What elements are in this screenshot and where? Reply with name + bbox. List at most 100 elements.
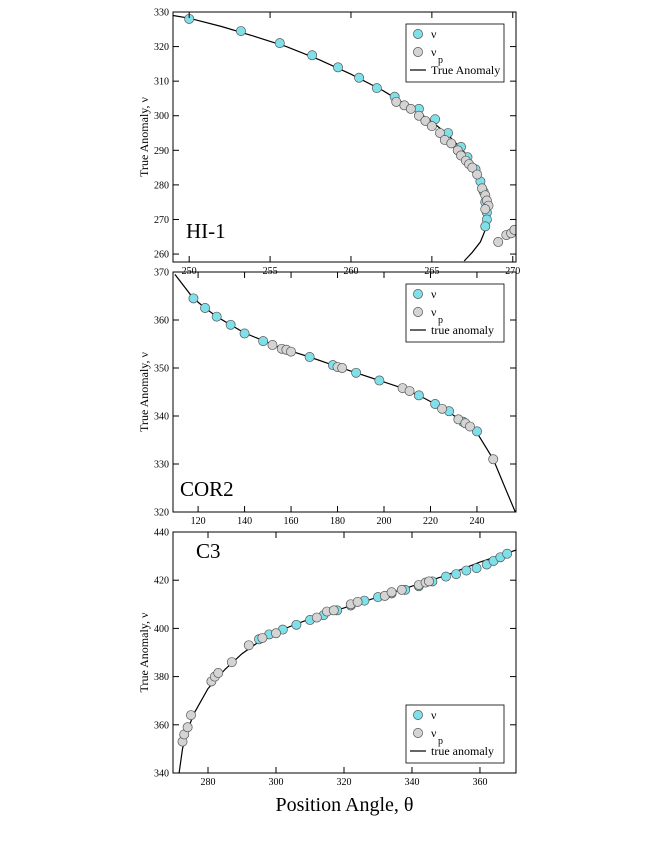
y-tick-label: 290 xyxy=(154,146,169,157)
point xyxy=(374,375,385,386)
point xyxy=(437,403,448,414)
plot-area xyxy=(177,548,516,773)
x-tick-label: 360 xyxy=(472,777,487,788)
point xyxy=(461,565,472,576)
point xyxy=(354,72,365,83)
point xyxy=(211,311,222,322)
legend-subscript: p xyxy=(438,736,443,747)
point xyxy=(311,612,322,623)
y-axis-label: True Anomaly, ν xyxy=(137,612,151,692)
point xyxy=(435,128,445,138)
y-tick-label: 330 xyxy=(154,8,169,19)
legend-label: true anomaly xyxy=(431,323,494,337)
point xyxy=(451,569,462,580)
point xyxy=(472,426,482,437)
point xyxy=(396,584,407,595)
panel-label: COR2 xyxy=(180,477,234,501)
legend-label: True Anomaly xyxy=(431,63,500,77)
x-tick-label: 180 xyxy=(330,516,345,527)
x-tick-label: 340 xyxy=(404,777,419,788)
point xyxy=(426,121,437,132)
point xyxy=(471,563,482,574)
point xyxy=(182,722,193,733)
x-tick-label: 200 xyxy=(377,516,392,527)
y-tick-label: 400 xyxy=(154,624,169,635)
legend-marker xyxy=(413,728,423,738)
point xyxy=(304,352,315,362)
point xyxy=(200,303,211,313)
point xyxy=(236,26,246,36)
point xyxy=(307,50,318,61)
y-tick-label: 340 xyxy=(154,412,169,423)
point xyxy=(413,390,424,401)
legend-label: ν xyxy=(431,27,437,41)
legend-marker xyxy=(413,289,423,299)
point xyxy=(243,640,254,651)
y-tick-label: 280 xyxy=(154,180,169,191)
x-tick-label: 240 xyxy=(469,516,484,527)
y-tick-label: 360 xyxy=(154,316,169,327)
legend-label: ν xyxy=(431,45,437,59)
legend-marker xyxy=(413,47,423,57)
y-tick-label: 260 xyxy=(154,250,169,261)
y-tick-label: 340 xyxy=(154,769,169,780)
y-tick-label: 380 xyxy=(154,672,169,683)
y-tick-label: 350 xyxy=(154,364,169,375)
point xyxy=(351,367,362,378)
point xyxy=(404,386,415,396)
point xyxy=(509,224,516,235)
point xyxy=(213,668,224,678)
point xyxy=(465,421,475,432)
legend-label: ν xyxy=(431,708,437,722)
point xyxy=(413,110,424,121)
point xyxy=(186,710,196,721)
point xyxy=(257,633,268,643)
legend-marker xyxy=(413,710,423,720)
point xyxy=(291,619,302,630)
point xyxy=(286,346,297,357)
point xyxy=(386,587,397,598)
point xyxy=(274,38,285,49)
point xyxy=(239,328,250,339)
point xyxy=(480,204,491,215)
point xyxy=(333,62,343,73)
y-tick-label: 270 xyxy=(154,215,169,226)
x-tick-label: 140 xyxy=(237,516,252,527)
point xyxy=(258,336,269,347)
plot-area xyxy=(173,13,516,262)
y-tick-label: 330 xyxy=(154,460,169,471)
point xyxy=(493,236,504,247)
plot-frame xyxy=(172,531,517,774)
point xyxy=(328,605,339,616)
point xyxy=(352,596,363,607)
panel-label: HI-1 xyxy=(186,219,226,243)
plot-frame xyxy=(172,11,517,263)
point xyxy=(446,138,457,149)
legend-label: ν xyxy=(431,726,437,740)
point xyxy=(405,103,416,114)
point xyxy=(371,83,382,94)
legend-label: ν xyxy=(431,305,437,319)
legend-subscript: p xyxy=(438,315,443,326)
y-tick-label: 320 xyxy=(154,42,169,53)
point xyxy=(424,576,434,587)
point xyxy=(488,454,499,465)
y-tick-label: 360 xyxy=(154,720,169,731)
point xyxy=(502,548,513,559)
point xyxy=(430,399,441,409)
legend-label: true anomaly xyxy=(431,744,494,758)
point xyxy=(420,115,431,126)
y-tick-label: 440 xyxy=(154,528,169,539)
point xyxy=(267,340,278,350)
y-tick-label: 320 xyxy=(154,508,169,519)
y-axis-label: True Anomaly, ν xyxy=(137,96,151,176)
point xyxy=(467,162,478,173)
x-tick-label: 320 xyxy=(336,777,351,788)
x-tick-label: 280 xyxy=(201,777,216,788)
legend-marker xyxy=(413,29,423,39)
legend-label: ν xyxy=(431,287,437,301)
y-tick-label: 370 xyxy=(154,268,169,279)
legend-subscript: p xyxy=(438,55,443,66)
x-tick-label: 300 xyxy=(269,777,284,788)
